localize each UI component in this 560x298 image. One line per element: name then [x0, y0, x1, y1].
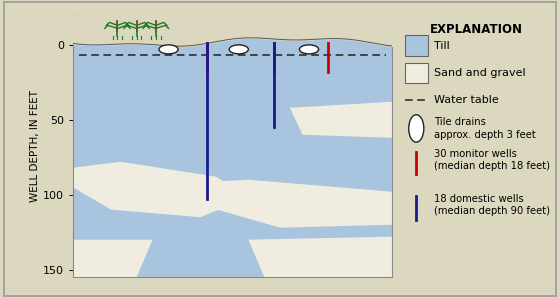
Text: EXPLANATION: EXPLANATION — [430, 23, 522, 36]
Polygon shape — [73, 162, 249, 217]
FancyBboxPatch shape — [405, 63, 428, 83]
Circle shape — [409, 115, 424, 142]
Text: 30 monitor wells
(median depth 18 feet): 30 monitor wells (median depth 18 feet) — [433, 149, 550, 171]
Text: Sand and gravel: Sand and gravel — [433, 68, 525, 78]
Text: Tile drains
approx. depth 3 feet: Tile drains approx. depth 3 feet — [433, 117, 535, 140]
Polygon shape — [249, 237, 392, 277]
Circle shape — [229, 45, 249, 54]
Polygon shape — [194, 180, 392, 228]
Polygon shape — [290, 102, 392, 138]
Text: Water table: Water table — [433, 95, 498, 105]
Y-axis label: WELL DEPTH, IN FEET: WELL DEPTH, IN FEET — [30, 90, 40, 202]
Text: Till: Till — [433, 41, 450, 51]
FancyBboxPatch shape — [405, 35, 428, 56]
Text: 18 domestic wells
(median depth 90 feet): 18 domestic wells (median depth 90 feet) — [433, 194, 550, 216]
Polygon shape — [73, 240, 152, 277]
Circle shape — [300, 45, 319, 54]
Circle shape — [159, 45, 178, 54]
